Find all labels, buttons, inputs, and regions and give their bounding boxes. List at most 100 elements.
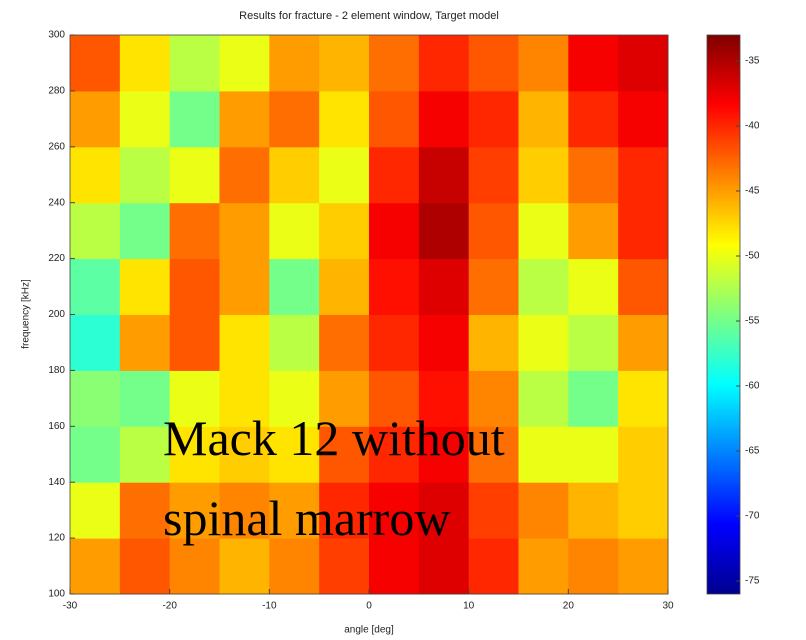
heatmap-cell [518, 314, 569, 371]
colorbar [706, 34, 741, 595]
y-tick-label: 160 [48, 421, 65, 432]
heatmap-cell [518, 35, 569, 92]
heatmap-cell [568, 146, 619, 204]
heatmap-cell [568, 314, 619, 371]
chart-title: Results for fracture - 2 element window,… [239, 10, 499, 22]
heatmap-cell [70, 314, 121, 371]
heatmap-cell [418, 538, 470, 595]
y-tick-label: 300 [48, 30, 65, 41]
heatmap-cell [518, 370, 569, 427]
x-tick-label: -20 [162, 601, 177, 612]
heatmap-cell [618, 370, 669, 427]
heatmap-cell [119, 90, 171, 148]
heatmap-cell [319, 258, 370, 315]
y-tick-label: 220 [48, 253, 65, 264]
x-axis-label: angle [deg] [344, 625, 394, 636]
heatmap-cell [618, 314, 669, 371]
heatmap-cell [618, 90, 669, 148]
heatmap-cell [119, 258, 171, 315]
heatmap-cell [319, 35, 370, 92]
heatmap-cell [119, 202, 171, 260]
heatmap-cell [518, 90, 569, 148]
heatmap-cell [319, 202, 370, 260]
heatmap-cell [369, 538, 420, 595]
heatmap-cell [219, 202, 270, 260]
y-axis-label: frequency [kHz] [21, 279, 32, 349]
heatmap-cell [169, 314, 220, 371]
heatmap-cell [219, 482, 270, 539]
heatmap-cell [518, 202, 569, 260]
heatmap-cell [169, 90, 220, 148]
colorbar-tick-label: -50 [745, 251, 760, 262]
heatmap-cell [418, 426, 470, 483]
heatmap-cell [269, 258, 320, 315]
heatmap-cell [418, 314, 470, 371]
heatmap-cell [169, 538, 220, 595]
heatmap-cell [319, 146, 370, 204]
heatmap-cell [319, 370, 370, 427]
y-tick-label: 180 [48, 365, 65, 376]
heatmap-cell [269, 90, 320, 148]
heatmap-cell [418, 258, 470, 315]
heatmap-cell [269, 482, 320, 539]
heatmap-cell [169, 35, 220, 92]
heatmap-cell [369, 482, 420, 539]
heatmap-cell [269, 370, 320, 427]
y-tick-label: 260 [48, 141, 65, 152]
heatmap-cell [369, 314, 420, 371]
heatmap-cell [468, 482, 519, 539]
heatmap-cell [119, 482, 171, 539]
heatmap-cell [319, 90, 370, 148]
heatmap-cell [169, 370, 220, 427]
colorbar-tick-label: -70 [745, 511, 760, 522]
y-tick-label: 280 [48, 86, 65, 97]
heatmap-cell [269, 35, 320, 92]
heatmap-cell [269, 314, 320, 371]
x-tick-label: -30 [63, 601, 78, 612]
heatmap-cell [70, 370, 121, 427]
heatmap-cell [169, 258, 220, 315]
heatmap-cell [568, 35, 619, 92]
heatmap-cell [418, 35, 470, 92]
heatmap-cell [618, 35, 669, 92]
heatmap-cell [369, 426, 420, 483]
heatmap-cell [119, 314, 171, 371]
y-tick-label: 140 [48, 477, 65, 488]
heatmap-cell [319, 426, 370, 483]
heatmap-cell [468, 258, 519, 315]
heatmap-cell [468, 146, 519, 204]
heatmap-cell [219, 370, 270, 427]
heatmap-cell [119, 146, 171, 204]
heatmap-cell [70, 202, 121, 260]
heatmap-cell [418, 370, 470, 427]
heatmap-cell [468, 538, 519, 595]
heatmap-cell [219, 146, 270, 204]
heatmap-cell [568, 482, 619, 539]
heatmap-cell [169, 426, 220, 483]
colorbar-tick-label: -65 [745, 446, 760, 457]
colorbar-tick-label: -55 [745, 316, 760, 327]
heatmap-cell [70, 146, 121, 204]
heatmap-cell [219, 90, 270, 148]
heatmap-cell [119, 538, 171, 595]
heatmap-cell [269, 202, 320, 260]
heatmap-cell [518, 538, 569, 595]
heatmap-cell [618, 482, 669, 539]
heatmap-cell [119, 35, 171, 92]
heatmap-cell [568, 90, 619, 148]
heatmap-cell [568, 258, 619, 315]
heatmap-cell [169, 482, 220, 539]
x-tick-label: 10 [463, 601, 475, 612]
heatmap-cell [518, 482, 569, 539]
heatmap-cell [219, 258, 270, 315]
heatmap-cell [468, 314, 519, 371]
heatmap-cell [418, 90, 470, 148]
heatmap-cell [568, 538, 619, 595]
colorbar-tick-label: -35 [745, 56, 760, 67]
x-tick-label: 20 [563, 601, 575, 612]
heatmap-cell [269, 426, 320, 483]
heatmap-cell [568, 370, 619, 427]
x-tick-label: 30 [662, 601, 674, 612]
heatmap-cell [369, 370, 420, 427]
heatmap-cell [468, 426, 519, 483]
